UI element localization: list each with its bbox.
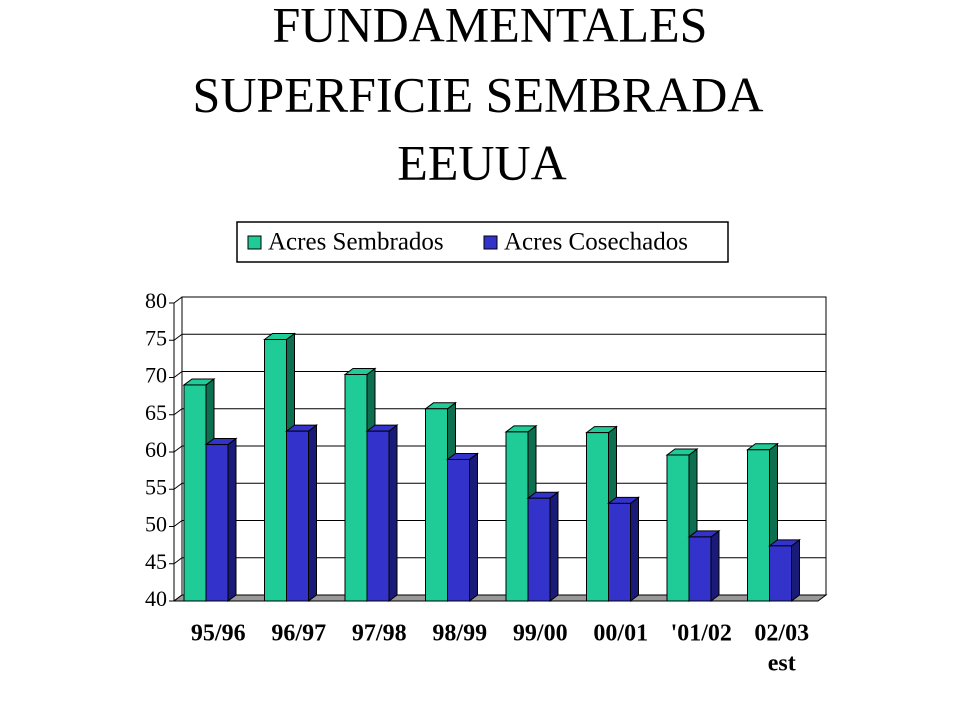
x-tick-label: 96/97 — [271, 621, 326, 647]
grid-line-side — [173, 482, 183, 490]
legend-swatch — [247, 235, 262, 250]
legend-label: Acres Cosechados — [504, 229, 688, 256]
grid-line-side — [173, 296, 183, 304]
bar — [747, 449, 770, 602]
bar — [366, 430, 390, 602]
y-tick-label: 75 — [145, 325, 167, 350]
bar-side — [549, 491, 559, 602]
grid-line-side — [173, 408, 183, 416]
bar-side — [388, 424, 398, 602]
y-tick-label: 60 — [145, 437, 167, 462]
bar-side — [308, 424, 317, 602]
legend-box — [236, 221, 729, 263]
bar-side — [227, 437, 237, 602]
bar — [666, 454, 690, 602]
chart-title: EEUUA — [397, 134, 566, 190]
y-tick-label: 80 — [145, 288, 167, 313]
bar — [608, 502, 631, 602]
bar — [264, 339, 287, 602]
chart-title: FUNDAMENTALES — [273, 0, 708, 52]
grid-line-side — [173, 333, 183, 341]
bar — [425, 408, 448, 602]
bar — [527, 497, 551, 602]
x-tick-label: '01/02 — [671, 621, 732, 647]
grid-line-side — [173, 371, 183, 378]
grid-line-side — [173, 445, 183, 453]
legend-label: Acres Sembrados — [268, 229, 444, 256]
y-tick-label: 65 — [145, 400, 167, 425]
y-tick-label: 40 — [145, 586, 167, 611]
bar — [586, 432, 609, 602]
bar — [286, 430, 309, 602]
x-tick-label: 98/99 — [432, 621, 487, 647]
x-tick-label: 95/96 — [191, 621, 246, 647]
x-tick-label: 02/03 — [754, 621, 809, 647]
legend-swatch — [483, 235, 498, 250]
x-tick-label: 97/98 — [352, 621, 407, 647]
bar-side — [469, 452, 478, 602]
bar — [447, 458, 470, 602]
grid-line-side — [173, 520, 183, 527]
bar — [205, 444, 229, 602]
y-tick-label: 70 — [145, 363, 167, 388]
bar — [769, 545, 792, 602]
y-tick-label: 45 — [145, 549, 167, 574]
x-tick-label: 99/00 — [513, 621, 568, 647]
bar — [183, 384, 207, 602]
bar-side — [630, 496, 639, 602]
grid-line-side — [173, 557, 183, 565]
y-tick-label: 55 — [145, 474, 167, 499]
bar-side — [710, 529, 720, 602]
x-tick-label: 00/01 — [593, 621, 648, 647]
bar — [344, 374, 368, 602]
bar — [688, 536, 712, 602]
y-tick-label: 50 — [145, 512, 167, 537]
annotation: est — [768, 651, 796, 677]
chart-title: SUPERFICIE SEMBRADA — [193, 66, 764, 122]
bar — [505, 431, 529, 602]
bar-side — [791, 538, 800, 602]
